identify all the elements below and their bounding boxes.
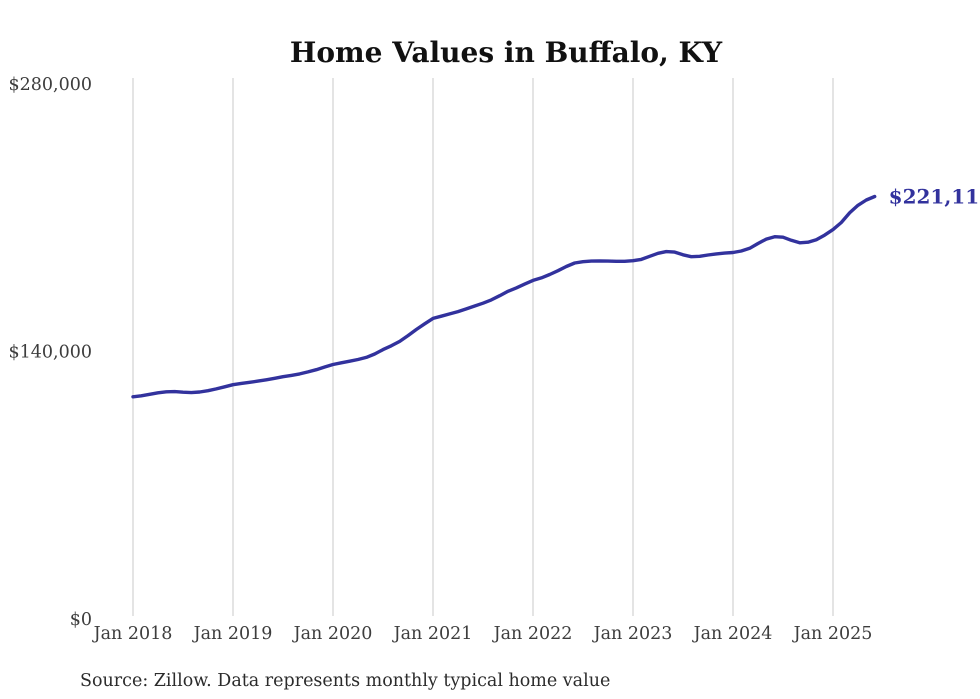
- x-tick-label: Jan 2018: [92, 624, 173, 644]
- x-tick-label: Jan 2021: [392, 624, 473, 644]
- x-tick-label: Jan 2019: [192, 624, 273, 644]
- x-tick-label: Jan 2025: [792, 624, 873, 644]
- y-tick-label: $140,000: [8, 343, 92, 363]
- value-line: [131, 194, 877, 399]
- x-tick-label: Jan 2024: [692, 624, 773, 644]
- source-note: Source: Zillow. Data represents monthly …: [80, 671, 610, 691]
- y-tick-label: $0: [70, 610, 92, 630]
- chart-title: Home Values in Buffalo, KY: [290, 36, 723, 69]
- x-tick-label: Jan 2023: [592, 624, 673, 644]
- x-tick-label: Jan 2022: [492, 624, 573, 644]
- gridlines: [132, 78, 834, 616]
- y-tick-label: $280,000: [8, 75, 92, 95]
- end-value-label: $221,118: [889, 185, 980, 209]
- x-tick-label: Jan 2020: [292, 624, 373, 644]
- y-axis-labels: $0 $140,000 $280,000: [8, 75, 92, 630]
- x-axis-labels: Jan 2018 Jan 2019 Jan 2020 Jan 2021 Jan 2022…: [92, 624, 873, 644]
